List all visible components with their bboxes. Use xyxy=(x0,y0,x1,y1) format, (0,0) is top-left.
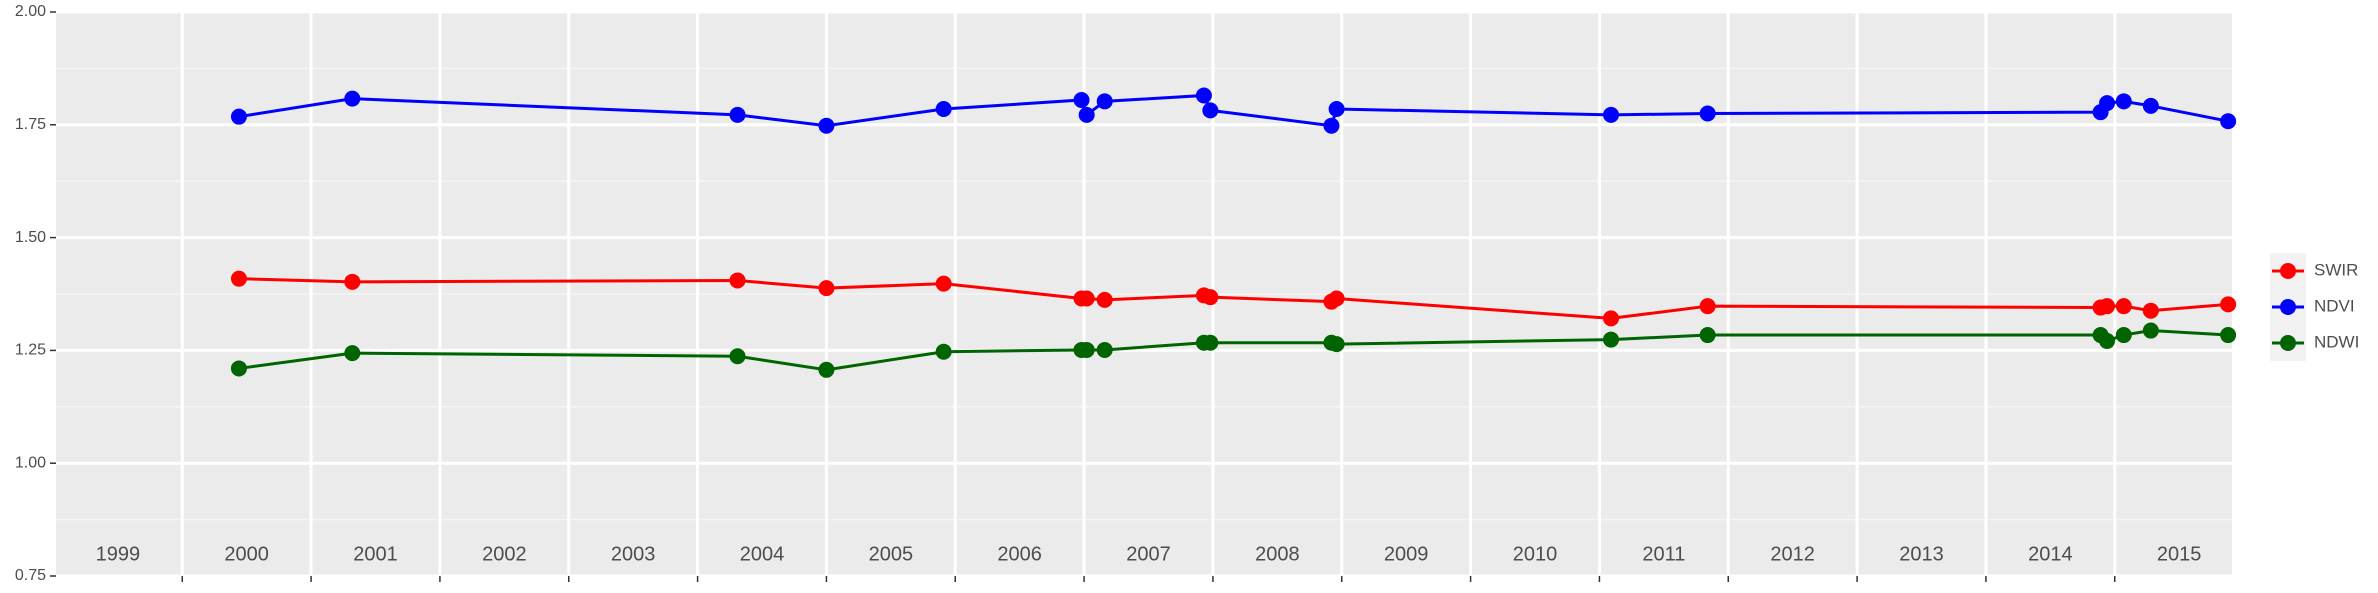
y-tick-label: 0.75 xyxy=(15,567,46,584)
point xyxy=(2115,93,2132,110)
point xyxy=(2220,113,2237,130)
y-tick-label: 1.75 xyxy=(15,116,46,133)
point xyxy=(2220,327,2237,344)
legend-label: SWIR xyxy=(2314,260,2358,279)
point xyxy=(1699,105,1716,122)
point xyxy=(1328,290,1345,307)
point xyxy=(1202,334,1219,351)
x-year-label: 2015 xyxy=(2157,543,2202,565)
y-tick-label: 2.00 xyxy=(15,3,46,20)
point xyxy=(1096,341,1113,358)
point xyxy=(729,106,746,123)
x-year-label: 2011 xyxy=(1642,543,1685,565)
point xyxy=(1096,93,1113,110)
point xyxy=(1195,87,1212,104)
point xyxy=(1328,336,1345,353)
point xyxy=(818,280,835,297)
x-year-label: 2005 xyxy=(869,543,914,565)
y-tick-label: 1.25 xyxy=(15,342,46,359)
point xyxy=(818,117,835,134)
legend-label: NDVI xyxy=(2314,296,2355,315)
x-year-label: 1999 xyxy=(96,543,141,565)
point xyxy=(1096,291,1113,308)
point xyxy=(2220,296,2237,313)
point xyxy=(818,361,835,378)
x-year-label: 2006 xyxy=(997,543,1042,565)
x-year-label: 2008 xyxy=(1255,543,1300,565)
x-year-label: 2002 xyxy=(482,543,527,565)
point xyxy=(1603,310,1620,327)
point xyxy=(1202,289,1219,306)
x-year-label: 2012 xyxy=(1770,543,1815,565)
point xyxy=(935,101,952,118)
x-year-label: 2009 xyxy=(1384,543,1429,565)
point xyxy=(1078,106,1095,123)
y-tick-label: 1.50 xyxy=(15,229,46,246)
point xyxy=(2115,327,2132,344)
y-tick-label: 1.00 xyxy=(15,454,46,471)
point xyxy=(1202,102,1219,119)
x-year-label: 2001 xyxy=(353,543,398,565)
point xyxy=(1603,106,1620,123)
point xyxy=(1073,91,1090,108)
point xyxy=(935,343,952,360)
point xyxy=(729,348,746,365)
point xyxy=(230,108,247,125)
x-year-label: 2010 xyxy=(1513,543,1558,565)
point xyxy=(1078,341,1095,358)
x-year-label: 2013 xyxy=(1899,543,1944,565)
point xyxy=(1699,298,1716,315)
legend-label: NDWI xyxy=(2314,332,2359,351)
point xyxy=(2099,298,2116,315)
point xyxy=(1328,101,1345,118)
point xyxy=(344,90,361,107)
point xyxy=(2099,332,2116,349)
point xyxy=(1699,327,1716,344)
point xyxy=(2142,322,2159,339)
point xyxy=(2115,298,2132,315)
point xyxy=(729,272,746,289)
point xyxy=(2142,97,2159,114)
point xyxy=(2099,95,2116,112)
legend-point xyxy=(2280,335,2296,351)
legend-point xyxy=(2280,263,2296,279)
legend-point xyxy=(2280,299,2296,315)
point xyxy=(344,273,361,290)
x-year-label: 2004 xyxy=(740,543,785,565)
x-year-label: 2014 xyxy=(2028,543,2073,565)
point xyxy=(344,345,361,362)
x-year-label: 2003 xyxy=(611,543,656,565)
point xyxy=(2142,302,2159,319)
point xyxy=(230,270,247,287)
point xyxy=(1603,331,1620,348)
point xyxy=(1323,117,1340,134)
point xyxy=(935,275,952,292)
x-year-label: 2000 xyxy=(224,543,269,565)
x-year-label: 2007 xyxy=(1126,543,1171,565)
point xyxy=(230,360,247,377)
point xyxy=(1078,290,1095,307)
